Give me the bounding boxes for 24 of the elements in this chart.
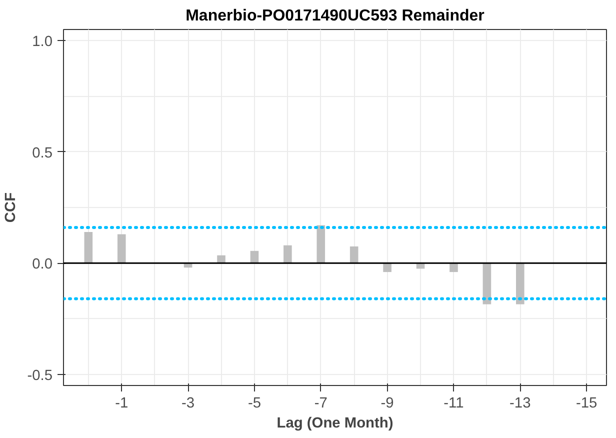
chart-title: Manerbio-PO0171490UC593 Remainder — [186, 8, 484, 24]
x-tick-label: -3 — [182, 396, 195, 412]
bar — [350, 246, 358, 264]
x-tick-label: -15 — [576, 396, 598, 412]
bar — [316, 225, 326, 264]
y-tick-label: 0.5 — [32, 145, 52, 162]
x-tick-label: -1 — [115, 396, 128, 412]
y-tick-label: 0.0 — [32, 256, 52, 273]
y-axis-title: CCF — [3, 192, 20, 223]
x-tick-label: -5 — [248, 396, 261, 412]
bar — [516, 263, 524, 304]
x-tick-label: -13 — [510, 396, 531, 412]
y-tick-label: -0.5 — [27, 368, 53, 384]
x-tick-label: -7 — [314, 396, 328, 412]
bar — [482, 263, 492, 304]
x-axis-title: Lag (One Month) — [276, 416, 394, 432]
x-tick-label: -11 — [444, 396, 464, 412]
bar — [250, 250, 259, 264]
y-tick-label: 1.0 — [32, 34, 52, 50]
bar — [117, 234, 126, 264]
bar — [284, 245, 292, 264]
bar — [84, 232, 93, 264]
x-tick-label: -9 — [380, 396, 394, 412]
bar — [217, 255, 226, 264]
